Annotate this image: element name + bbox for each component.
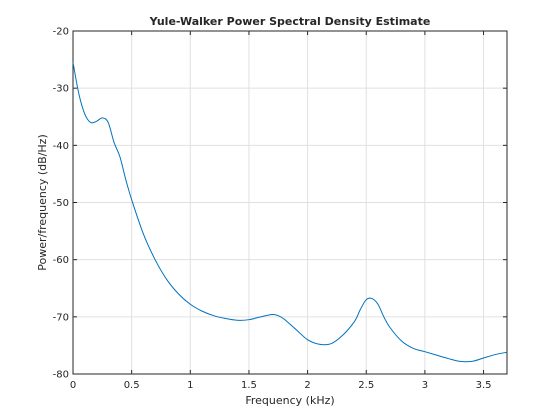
x-tick-label: 3 [422,380,428,391]
y-tick-label: -60 [53,255,69,266]
x-tick-label: 2 [304,380,310,391]
x-tick-label: 1.5 [241,380,257,391]
y-tick-label: -80 [53,370,69,381]
x-tick-label: 0.5 [124,380,140,391]
x-tick-label: 2.5 [358,380,374,391]
y-tick-label: -50 [53,198,69,209]
x-tick-label: 1 [187,380,193,391]
x-tick-label: 3.5 [476,380,492,391]
y-tick-label: -70 [53,312,69,323]
axis-ticks: 0 0.5 1 1.5 2 2.5 3 3.5 -80 -70 -60 -50 -40 -30 -20 [53,27,507,391]
chart-title: Yule-Walker Power Spectral Density Estim… [149,15,431,28]
psd-line [72,62,508,363]
y-tick-label: -40 [53,141,69,152]
grid [73,31,507,374]
y-tick-label: -20 [53,27,69,38]
y-tick-label: -30 [53,84,69,95]
x-tick-label: 0 [70,380,76,391]
x-axis-label: Frequency (kHz) [245,394,334,407]
y-axis-label: Power/frequency (dB/Hz) [36,134,49,271]
